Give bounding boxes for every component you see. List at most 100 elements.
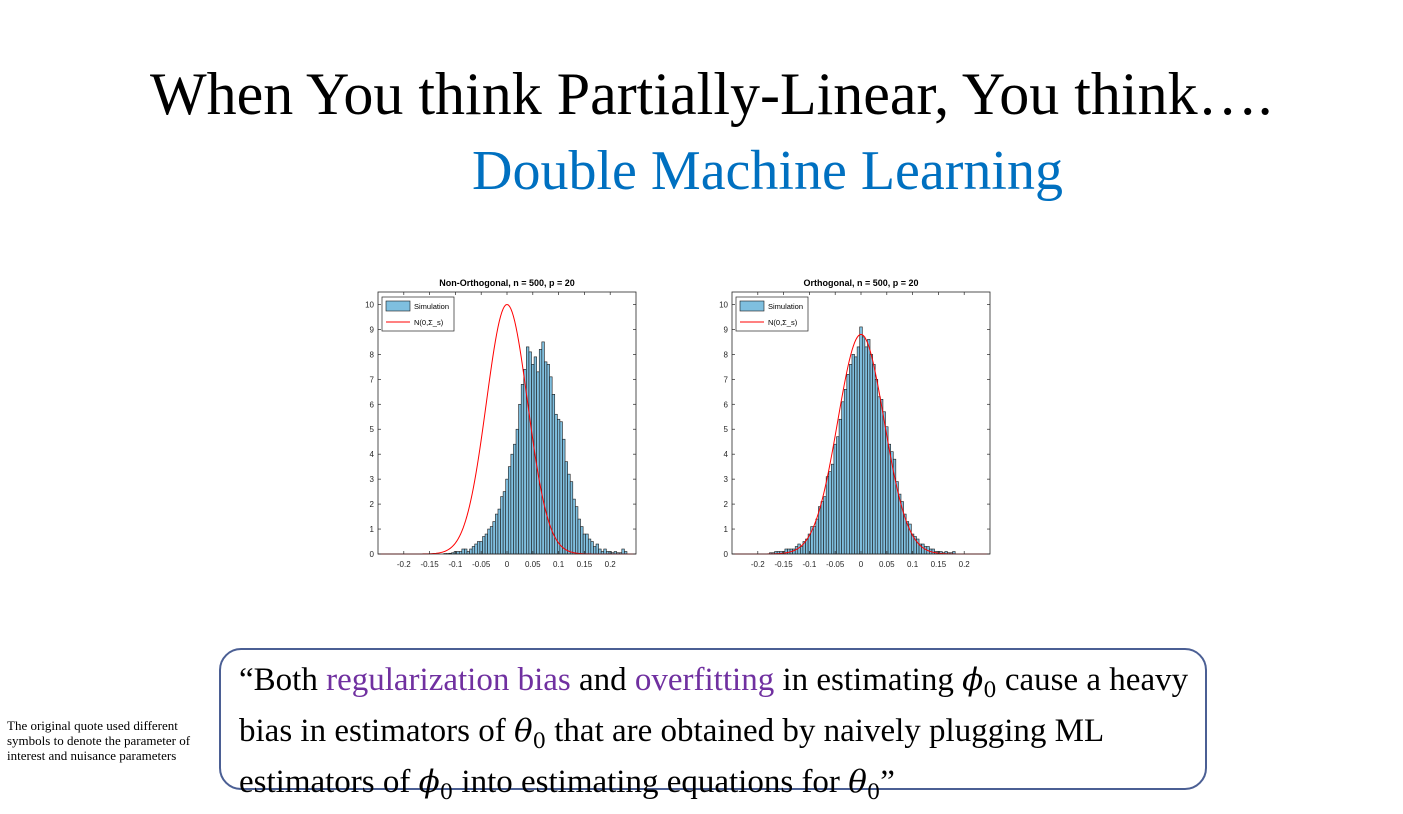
histogram-bar: [503, 492, 506, 554]
histogram-bar: [537, 372, 540, 554]
y-tick-label: 0: [370, 550, 375, 559]
histogram-bar: [562, 439, 565, 554]
histogram-bar: [875, 379, 878, 554]
legend-label-simulation: Simulation: [414, 302, 449, 311]
x-tick-label: 0.1: [553, 560, 565, 569]
histogram-bar: [596, 544, 599, 554]
histogram-bar: [865, 347, 868, 554]
y-tick-label: 10: [365, 300, 374, 309]
histogram-bar: [573, 499, 576, 554]
histogram-bar: [831, 464, 834, 554]
y-tick-label: 3: [370, 475, 375, 484]
histogram-bar: [844, 389, 847, 554]
histogram-bar: [599, 549, 602, 554]
slide-subtitle: Double Machine Learning: [0, 137, 1403, 205]
histogram-bar: [472, 547, 475, 554]
x-tick-label: 0.2: [605, 560, 617, 569]
histogram-bar: [570, 482, 573, 554]
x-tick-label: 0.05: [879, 560, 895, 569]
y-tick-label: 7: [370, 375, 375, 384]
x-tick-label: -0.05: [472, 560, 491, 569]
histogram-bar: [544, 362, 547, 554]
histogram-bar: [501, 497, 504, 554]
histogram-bar: [557, 419, 560, 554]
histogram-bar: [493, 522, 496, 554]
y-tick-label: 8: [724, 350, 729, 359]
histogram-bar: [568, 474, 571, 554]
histogram-bar: [516, 429, 519, 554]
histogram-bar: [870, 354, 873, 554]
histogram-bar: [529, 352, 532, 554]
histogram-bar: [488, 529, 491, 554]
histogram-bar: [821, 502, 824, 554]
symbol-phi: ϕ0: [419, 764, 454, 800]
histogram-bar: [886, 427, 889, 554]
histogram-bar: [586, 534, 589, 554]
histogram-bar: [542, 342, 545, 554]
histogram-bar: [578, 519, 581, 554]
x-tick-label: 0.15: [931, 560, 947, 569]
histogram-bar: [513, 444, 516, 554]
x-tick-label: 0: [505, 560, 510, 569]
histogram-bar: [824, 497, 827, 554]
quote-text-7: ”: [880, 764, 895, 800]
legend-swatch-simulation: [386, 301, 410, 311]
x-tick-label: -0.15: [774, 560, 793, 569]
y-tick-label: 2: [370, 500, 375, 509]
histogram-bar: [860, 327, 863, 554]
histogram-bar: [475, 544, 478, 554]
histogram-bar: [539, 349, 542, 554]
histogram-bar: [495, 514, 498, 554]
symbol-theta: θ0: [514, 713, 546, 749]
histogram-bar: [581, 527, 584, 554]
histogram-bar: [867, 339, 870, 554]
legend-label-simulation: Simulation: [768, 302, 803, 311]
histogram-bar: [519, 404, 522, 554]
histogram-bar: [593, 547, 596, 554]
quote-highlight-regularization-bias: regularization bias: [326, 662, 571, 698]
x-tick-label: 0: [859, 560, 864, 569]
histogram-bar: [880, 399, 883, 554]
x-tick-label: 0.2: [959, 560, 971, 569]
y-tick-label: 0: [724, 550, 729, 559]
chart-title: Orthogonal, n = 500, p = 20: [803, 278, 918, 288]
slide-title: When You think Partially-Linear, You thi…: [150, 58, 1390, 130]
histogram-bar: [800, 547, 803, 554]
histogram-bar: [508, 467, 511, 554]
x-tick-label: -0.1: [803, 560, 817, 569]
histogram-bar: [849, 364, 852, 554]
y-tick-label: 5: [370, 425, 375, 434]
histogram-bar: [829, 472, 832, 554]
y-tick-label: 10: [719, 300, 728, 309]
legend-swatch-simulation: [740, 301, 764, 311]
histogram-bar: [622, 549, 625, 554]
histogram-bar: [883, 412, 886, 554]
histogram-bar: [932, 549, 935, 554]
x-tick-label: -0.2: [397, 560, 411, 569]
histogram-bar: [857, 347, 860, 554]
histogram-bar: [888, 444, 891, 554]
y-tick-label: 4: [724, 450, 729, 459]
histogram-bar: [787, 549, 790, 554]
histogram-bar: [482, 537, 485, 554]
histogram-bars: [769, 327, 955, 554]
y-tick-label: 4: [370, 450, 375, 459]
y-tick-label: 9: [724, 325, 729, 334]
histogram-bar: [498, 509, 501, 554]
histogram-bar: [816, 519, 819, 554]
quote-text-6: into estimating equations for: [453, 764, 848, 800]
histogram-bar: [604, 549, 607, 554]
histogram-bar: [842, 402, 845, 554]
histogram-bar: [470, 549, 473, 554]
quote-text-3: in estimating: [774, 662, 962, 698]
histogram-bar: [798, 544, 801, 554]
histogram-bar: [826, 477, 829, 554]
histogram-bar: [575, 507, 578, 554]
x-tick-label: -0.2: [751, 560, 765, 569]
x-tick-label: 0.05: [525, 560, 541, 569]
quote-box: “Both regularization bias and overfittin…: [219, 648, 1207, 790]
